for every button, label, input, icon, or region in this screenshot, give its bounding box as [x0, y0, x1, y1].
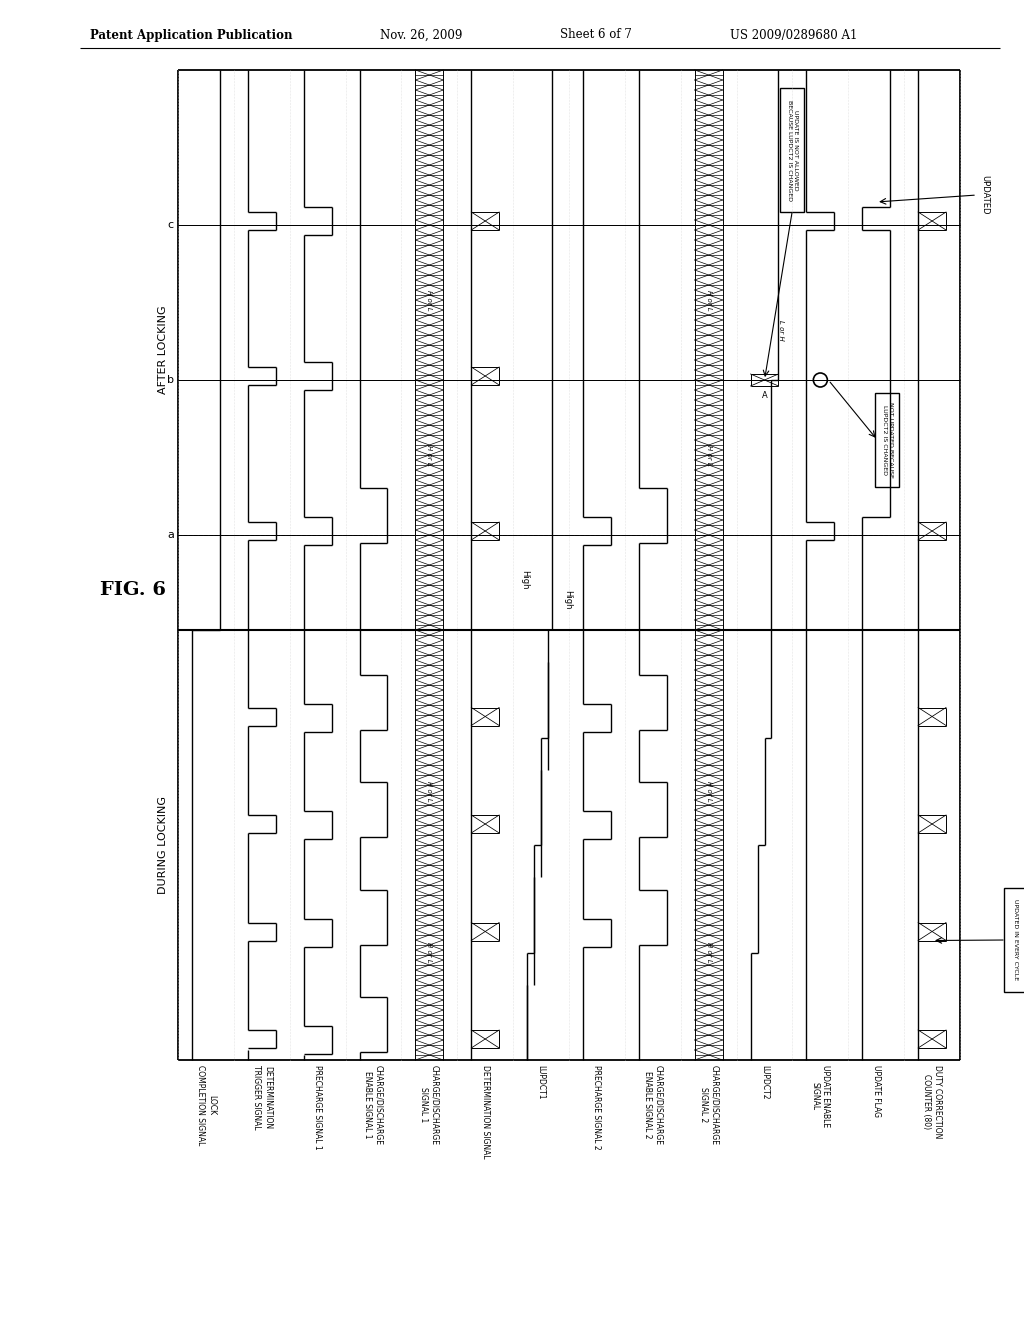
Text: A: A	[762, 391, 767, 400]
FancyBboxPatch shape	[780, 88, 805, 213]
Text: FIG. 6: FIG. 6	[100, 581, 166, 599]
Text: PRECHARGE SIGNAL 1: PRECHARGE SIGNAL 1	[313, 1065, 323, 1150]
Text: AFTER LOCKING: AFTER LOCKING	[158, 306, 168, 395]
Text: H or L: H or L	[706, 445, 712, 466]
Text: DUTY CORRECTION
COUNTER (80): DUTY CORRECTION COUNTER (80)	[922, 1065, 942, 1138]
Text: CHARGE/DISCHARGE
ENABLE SIGNAL 1: CHARGE/DISCHARGE ENABLE SIGNAL 1	[364, 1065, 384, 1144]
Text: UPDATE FLAG: UPDATE FLAG	[871, 1065, 881, 1117]
Text: CHARGE/DISCHARGE
SIGNAL 1: CHARGE/DISCHARGE SIGNAL 1	[419, 1065, 439, 1144]
Text: H or L: H or L	[706, 781, 712, 801]
Text: UPDATE ENABLE
SIGNAL: UPDATE ENABLE SIGNAL	[810, 1065, 830, 1127]
Text: c: c	[168, 220, 174, 230]
FancyBboxPatch shape	[876, 393, 899, 487]
Text: Patent Application Publication: Patent Application Publication	[90, 29, 293, 41]
Text: High: High	[563, 590, 572, 610]
Text: H or L: H or L	[706, 289, 712, 310]
FancyBboxPatch shape	[1004, 888, 1024, 993]
Text: LUPDCT1: LUPDCT1	[537, 1065, 546, 1100]
Text: PRECHARGE SIGNAL 2: PRECHARGE SIGNAL 2	[593, 1065, 601, 1150]
Text: L or H: L or H	[778, 319, 784, 341]
Text: Nov. 26, 2009: Nov. 26, 2009	[380, 29, 463, 41]
Text: DETERMINATION SIGNAL: DETERMINATION SIGNAL	[480, 1065, 489, 1159]
Text: a: a	[167, 531, 174, 540]
Text: H or L: H or L	[426, 942, 432, 962]
Text: DURING LOCKING: DURING LOCKING	[158, 796, 168, 894]
Text: UPDATE IS NOT ALLOWED
BECAUSE LUPDCT2 IS CHANGED: UPDATE IS NOT ALLOWED BECAUSE LUPDCT2 IS…	[786, 99, 798, 201]
Text: CHARGE/DISCHARGE
ENABLE SIGNAL 2: CHARGE/DISCHARGE ENABLE SIGNAL 2	[643, 1065, 663, 1144]
Text: H or L: H or L	[426, 445, 432, 466]
Text: H or L: H or L	[426, 289, 432, 310]
Text: UPDATED IN EVERY CYCLE: UPDATED IN EVERY CYCLE	[1014, 899, 1018, 981]
Text: b: b	[167, 375, 174, 385]
Text: Sheet 6 of 7: Sheet 6 of 7	[560, 29, 632, 41]
Text: LUPDCT2: LUPDCT2	[760, 1065, 769, 1100]
Text: CHARGE/DISCHARGE
SIGNAL 2: CHARGE/DISCHARGE SIGNAL 2	[698, 1065, 719, 1144]
Text: LOCK
COMPLETION SIGNAL: LOCK COMPLETION SIGNAL	[196, 1065, 216, 1146]
Text: H or L: H or L	[426, 781, 432, 801]
Text: High: High	[520, 570, 528, 590]
Text: NOT UPDATED BECAUSE
LUPDCT2 IS CHANGED: NOT UPDATED BECAUSE LUPDCT2 IS CHANGED	[882, 403, 893, 478]
Text: H or L: H or L	[706, 942, 712, 962]
Text: UPDATED: UPDATED	[981, 176, 989, 215]
Text: US 2009/0289680 A1: US 2009/0289680 A1	[730, 29, 857, 41]
Text: DETERMINATION
TRIGGER SIGNAL: DETERMINATION TRIGGER SIGNAL	[252, 1065, 271, 1130]
